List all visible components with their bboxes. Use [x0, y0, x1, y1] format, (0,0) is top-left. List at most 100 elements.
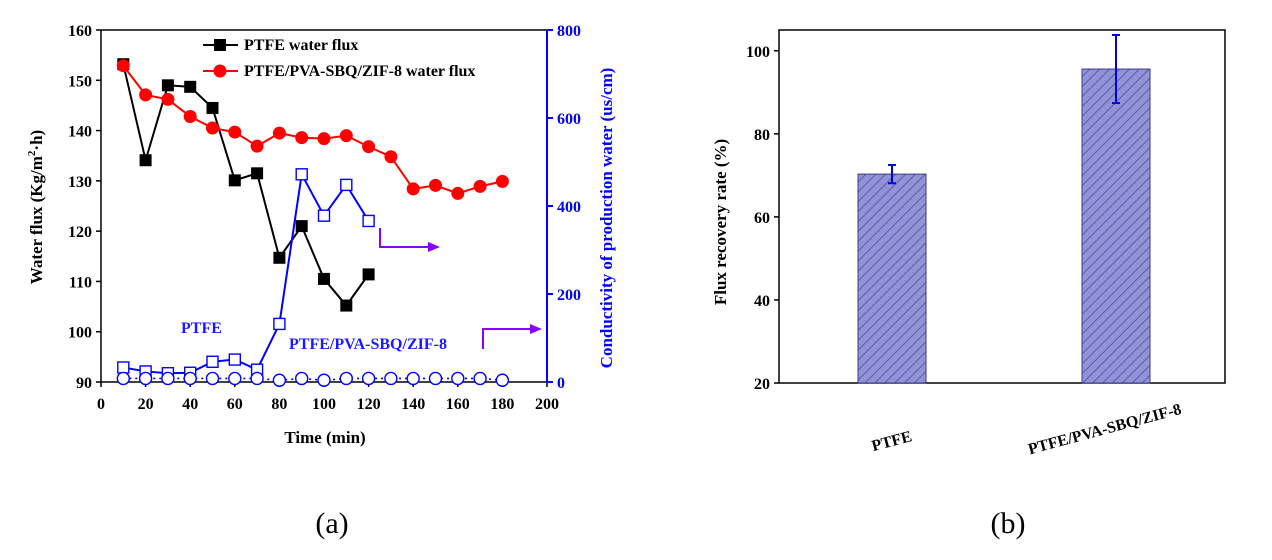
- y-tick-label: 90: [76, 375, 92, 392]
- y-tick-label: 40: [754, 293, 770, 310]
- chart-a-y2-label: Conductivity of production water (us/cm): [597, 68, 616, 369]
- x-tick-label: 60: [227, 396, 243, 413]
- legend-marker-modified: [213, 64, 227, 78]
- y-tick-label: 110: [69, 274, 92, 291]
- data-point: [406, 371, 420, 386]
- panel-label-b: (b): [991, 507, 1026, 540]
- data-point: [384, 371, 398, 386]
- data-point: [473, 179, 487, 193]
- data-point: [272, 373, 287, 387]
- data-point: [228, 125, 242, 139]
- data-point: [138, 371, 153, 386]
- data-point: [116, 371, 131, 386]
- series-3: [116, 371, 510, 387]
- data-point: [228, 371, 242, 386]
- arrow-upper-right-axis: [379, 228, 440, 252]
- category-label-ptfe: PTFE: [870, 428, 914, 455]
- series-line: [122, 65, 503, 195]
- data-point: [362, 268, 375, 281]
- data-point: [339, 129, 353, 143]
- x-tick-label: 20: [138, 396, 154, 413]
- data-point: [429, 178, 442, 192]
- data-point: [361, 371, 376, 386]
- x-tick-label: 40: [182, 396, 198, 413]
- y-tick-label: 80: [754, 127, 770, 144]
- data-point: [362, 140, 376, 154]
- legend-text-modified: PTFE/PVA-SBQ/ZIF-8 water flux: [244, 63, 475, 80]
- chart-a-series: [116, 58, 510, 387]
- data-point: [384, 150, 398, 164]
- data-point: [362, 214, 375, 228]
- chart-a-x-ticks: 0 20 40 60 80 100 120 140 160 180 200: [97, 382, 559, 413]
- data-point: [495, 174, 509, 188]
- data-point: [318, 272, 330, 285]
- y-tick-label: 160: [68, 23, 92, 40]
- data-point: [184, 80, 197, 93]
- data-point: [183, 109, 197, 123]
- bar: [1081, 68, 1151, 384]
- data-point: [451, 186, 465, 200]
- x-tick-label: 160: [446, 396, 470, 413]
- data-point: [339, 371, 353, 386]
- x-tick-label: 200: [535, 396, 559, 413]
- data-point: [406, 182, 420, 196]
- data-point: [228, 174, 241, 187]
- chart-a: 0 20 40 60 80 100 120 140 160 180 200 90 100 110 120 1…: [26, 23, 616, 447]
- data-point: [428, 371, 443, 386]
- data-point: [116, 59, 130, 73]
- y-tick-label: 130: [68, 174, 92, 191]
- series-1: [116, 59, 509, 200]
- data-point: [273, 317, 286, 331]
- category-label-modified: PTFE/PVA-SBQ/ZIF-8: [1026, 401, 1183, 458]
- data-point: [206, 101, 219, 114]
- y2-tick-label: 200: [557, 287, 581, 304]
- data-point: [317, 209, 331, 222]
- data-point: [473, 371, 487, 386]
- y-tick-label: 20: [754, 376, 770, 393]
- data-point: [139, 154, 152, 167]
- data-point: [317, 132, 331, 146]
- data-point: [161, 92, 175, 106]
- x-tick-label: 80: [271, 396, 287, 413]
- data-point: [251, 167, 264, 180]
- data-point: [273, 251, 286, 264]
- data-point: [205, 371, 220, 386]
- legend-text-ptfe: PTFE water flux: [244, 37, 358, 54]
- y-tick-label: 150: [68, 73, 92, 90]
- data-point: [317, 373, 331, 387]
- y2-tick-label: 800: [557, 23, 581, 40]
- chart-a-y-ticks: 90 100 110 120 130 140 150 160: [68, 23, 101, 392]
- x-tick-label: 120: [357, 396, 381, 413]
- data-point: [206, 121, 219, 135]
- data-point: [250, 371, 264, 386]
- chart-a-x-label: Time (min): [284, 428, 365, 447]
- data-point: [228, 353, 242, 366]
- data-point: [206, 355, 219, 368]
- y-tick-label: 60: [754, 210, 770, 227]
- data-point: [183, 371, 197, 386]
- series-line: [123, 377, 503, 382]
- x-tick-label: 100: [312, 396, 336, 413]
- data-point: [451, 371, 465, 386]
- data-point: [161, 79, 174, 92]
- data-point: [340, 178, 353, 192]
- data-point: [295, 371, 309, 386]
- data-point: [250, 139, 264, 153]
- data-point: [161, 371, 175, 386]
- data-point: [272, 126, 286, 140]
- data-point: [295, 220, 308, 233]
- y2-tick-label: 600: [557, 111, 581, 128]
- arrow-lower-right-axis: [482, 324, 542, 349]
- series-line: [122, 63, 370, 308]
- annotation-ptfe: PTFE: [181, 320, 222, 337]
- data-point: [495, 373, 510, 387]
- x-tick-label: 0: [97, 396, 105, 413]
- legend-marker-ptfe: [214, 39, 226, 51]
- chart-a-legend: PTFE water flux PTFE/PVA-SBQ/ZIF-8 water…: [203, 37, 475, 80]
- y2-tick-label: 0: [557, 375, 565, 392]
- data-point: [340, 299, 353, 312]
- data-point: [295, 168, 308, 181]
- chart-b-frame: [778, 29, 1226, 384]
